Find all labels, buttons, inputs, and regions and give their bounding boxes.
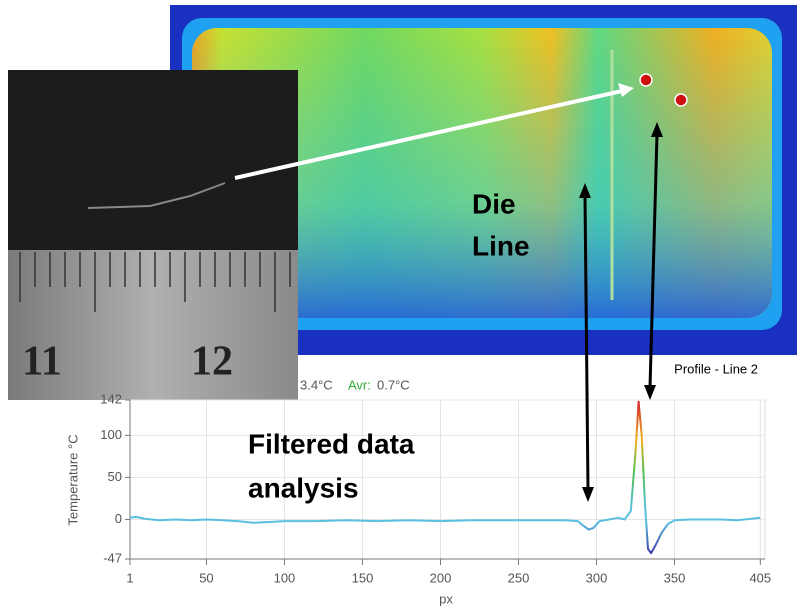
y-tick-label: 100 — [100, 427, 122, 442]
annotation: Die — [472, 188, 516, 219]
plot-area — [130, 400, 765, 559]
y-tick-label: 142 — [100, 391, 122, 406]
annotation: Line — [472, 230, 530, 261]
y-axis-label: Temperature °C — [65, 434, 80, 525]
stats-text: 3.4°C — [300, 377, 333, 392]
stats-value: 0.7°C — [377, 377, 410, 392]
annotation: Filtered data — [248, 428, 415, 459]
x-tick-label: 350 — [664, 570, 686, 585]
x-axis-label: px — [439, 591, 453, 606]
y-tick-label: 50 — [108, 469, 122, 484]
x-tick-label: 1 — [126, 570, 133, 585]
x-tick-label: 405 — [749, 570, 771, 585]
stats-label: Avr: — [348, 377, 371, 392]
ruler-label: 12 — [191, 339, 233, 385]
x-tick-label: 200 — [430, 570, 452, 585]
page: 11 12 Profile - Line 2 3.4°C Avr: 0.7°C … — [0, 0, 797, 608]
y-tick-label: -47 — [103, 550, 122, 565]
x-tick-label: 250 — [508, 570, 530, 585]
x-tick-label: 100 — [274, 570, 296, 585]
x-tick-label: 50 — [199, 570, 213, 585]
ruler-label: 11 — [22, 339, 62, 385]
chart-title: Profile - Line 2 — [674, 361, 758, 376]
figure: 11 12 Profile - Line 2 3.4°C Avr: 0.7°C … — [0, 0, 797, 608]
y-tick-label: 0 — [115, 511, 122, 526]
ruler-photo: 11 12 — [8, 70, 298, 400]
x-tick-label: 150 — [352, 570, 374, 585]
x-tick-label: 300 — [586, 570, 608, 585]
annotation: analysis — [248, 472, 359, 503]
